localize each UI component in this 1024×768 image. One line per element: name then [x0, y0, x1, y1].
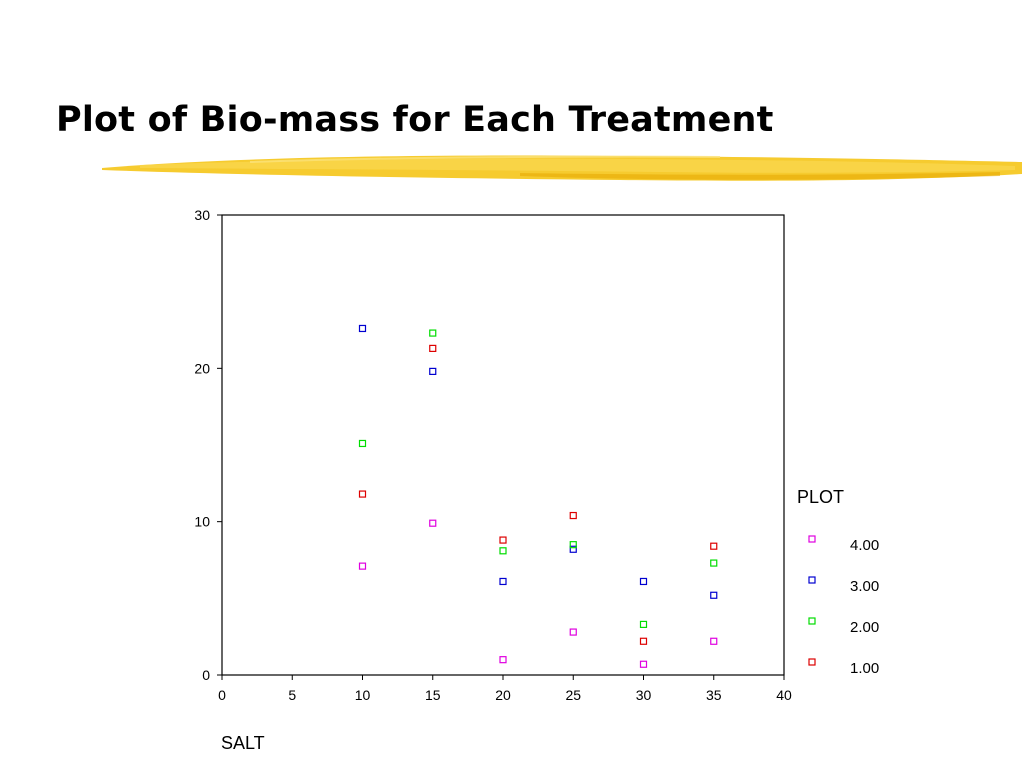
x-tick-label: 0: [218, 687, 226, 703]
brushstroke-highlight: [140, 158, 1015, 173]
data-point-series-1: [499, 577, 507, 586]
data-point-series-3: [358, 490, 367, 498]
x-tick-label: 35: [706, 687, 722, 703]
data-point-series-0: [499, 656, 507, 664]
data-point-series-3: [499, 536, 507, 544]
legend-marker: [808, 658, 816, 666]
legend-title: PLOT: [797, 487, 844, 507]
data-point-series-2: [710, 559, 718, 567]
slide-title: Plot of Bio-mass for Each Treatment: [56, 100, 774, 140]
brushstroke-shade: [520, 172, 1000, 180]
data-point-series-2: [499, 547, 507, 555]
legend-marker: [808, 576, 816, 584]
data-point-series-2: [358, 439, 367, 448]
data-point-series-3: [569, 511, 577, 520]
data-point-series-2: [429, 329, 437, 337]
data-points: [358, 324, 718, 668]
legend-label: 3.00: [850, 578, 879, 595]
x-tick-label: 5: [288, 687, 296, 703]
data-point-series-2: [569, 541, 577, 549]
x-tick-label: 10: [355, 687, 371, 703]
x-tick-label: 20: [495, 687, 511, 703]
y-axis: 0 10 20 30: [194, 207, 222, 683]
data-point-series-0: [639, 660, 648, 668]
data-point-series-1: [710, 591, 718, 599]
legend-label: 1.00: [850, 660, 879, 677]
x-tick-label: 30: [636, 687, 652, 703]
y-tick-label: 20: [194, 360, 210, 376]
data-point-series-3: [429, 344, 437, 352]
data-point-series-2: [639, 620, 648, 629]
data-point-series-0: [429, 519, 437, 527]
legend-marker: [808, 535, 816, 543]
legend-label: 4.00: [850, 537, 879, 554]
data-point-series-0: [358, 562, 367, 570]
legend: PLOT 4.00 3.00 2.00 1.00: [797, 487, 879, 677]
data-point-series-0: [569, 628, 577, 636]
title-underline-brushstroke: [102, 155, 1022, 181]
legend-label: 2.00: [850, 619, 879, 636]
x-axis-title: SALT: [221, 733, 265, 753]
data-point-series-1: [569, 545, 577, 553]
x-tick-label: 40: [776, 687, 792, 703]
x-tick-label: 25: [565, 687, 581, 703]
legend-marker: [808, 617, 816, 625]
y-tick-label: 10: [194, 514, 210, 530]
y-tick-label: 30: [194, 207, 210, 223]
data-point-series-3: [639, 637, 648, 645]
data-point-series-1: [429, 367, 437, 375]
plot-area-frame: [221, 214, 785, 676]
x-axis: 0 5 10 15 20 25 30 35 40: [218, 675, 792, 703]
data-point-series-0: [710, 637, 718, 645]
x-tick-label: 15: [425, 687, 441, 703]
data-point-series-1: [358, 324, 367, 333]
data-point-series-1: [639, 577, 648, 586]
data-point-series-3: [710, 542, 718, 550]
brushstroke-streak: [249, 155, 721, 163]
y-tick-label: 0: [202, 667, 210, 683]
